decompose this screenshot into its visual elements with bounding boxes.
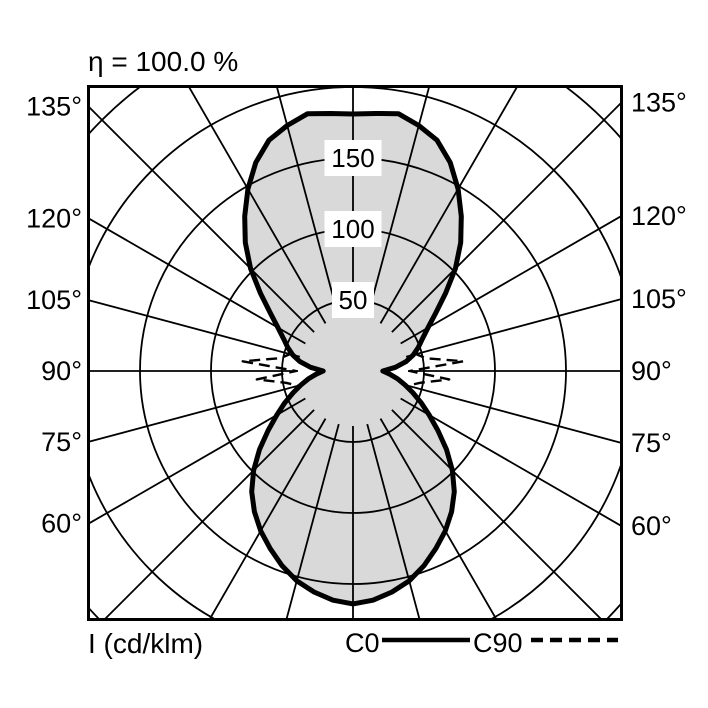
legend: C0 C90	[345, 628, 618, 658]
radial-tick-box	[324, 211, 382, 247]
angle-label-left-120: 120°	[26, 203, 82, 233]
grid-radial-135	[391, 102, 620, 333]
grid-radial-75	[405, 384, 620, 444]
grid-radial-300	[90, 397, 306, 524]
intensity-axis-label: I (cd/klm)	[88, 628, 203, 659]
angle-label-right-105: 105°	[631, 284, 687, 314]
grid-radial-45	[391, 409, 602, 618]
grid-radial-195	[276, 88, 340, 319]
grid-radial-255	[90, 299, 301, 358]
c0-distribution-fill	[244, 113, 462, 604]
grid-radial-120	[400, 215, 620, 345]
grid-radial-225	[90, 106, 315, 333]
radial-tick-box	[324, 140, 382, 176]
grid-radial-150	[379, 88, 518, 324]
angle-label-left-60: 60°	[41, 509, 82, 539]
grid-radial-330	[209, 418, 327, 618]
radial-tick-150: 150	[324, 140, 382, 176]
grid-radial-285	[90, 384, 301, 443]
angle-label-right-60: 60°	[631, 511, 672, 541]
efficiency-title: η = 100.0 %	[88, 46, 238, 77]
grid-radial-30	[379, 418, 497, 618]
grid-radial-210	[188, 88, 327, 324]
radial-tick-100: 100	[324, 211, 382, 247]
radial-tick-box	[332, 282, 374, 318]
legend-label-c90: C90	[473, 628, 523, 658]
radial-tick-label: 100	[331, 214, 374, 244]
legend-label-c0: C0	[345, 628, 380, 658]
angle-label-left-105: 105°	[26, 285, 82, 315]
angle-label-left-75: 75°	[41, 427, 82, 457]
grid-radial-60	[400, 397, 620, 527]
angle-label-right-135: 135°	[631, 88, 687, 118]
grid-radial-240	[90, 218, 306, 345]
angle-label-left-135: 135°	[26, 92, 82, 122]
angle-label-right-120: 120°	[631, 201, 687, 231]
radial-tick-50: 50	[332, 282, 374, 318]
angle-label-left-90: 90°	[41, 356, 82, 386]
radial-tick-label: 150	[331, 143, 374, 173]
radial-tick-label: 50	[339, 285, 368, 315]
angle-label-right-90: 90°	[631, 356, 672, 386]
grid-radial-315	[104, 409, 315, 618]
grid-radial-15	[366, 423, 421, 618]
plot-border	[87, 85, 623, 621]
grid-radial-345	[285, 423, 340, 618]
grid-radial-105	[405, 298, 620, 358]
grid-radial-165	[366, 88, 430, 319]
c0-curve	[242, 111, 464, 607]
angle-label-right-75: 75°	[631, 428, 672, 458]
